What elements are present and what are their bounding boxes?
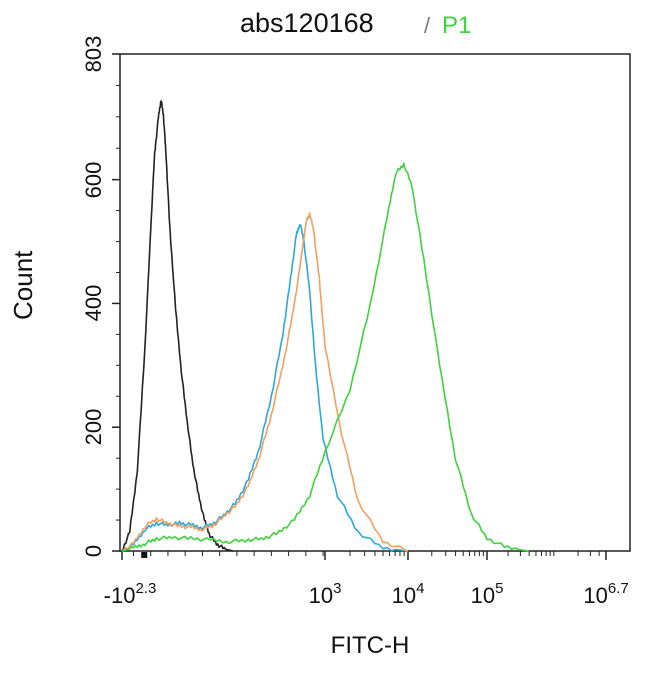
- histogram-series-line: [121, 100, 234, 552]
- histogram-series-line: [121, 224, 409, 552]
- plot-frame: [119, 53, 631, 552]
- x-tick-label: 103: [308, 580, 342, 608]
- histogram-series-line: [121, 212, 409, 552]
- title-gate-separator: /: [424, 13, 431, 38]
- y-tick-marks: [112, 53, 120, 552]
- y-tick-label: 400: [81, 285, 106, 322]
- chart-title: abs120168: [240, 8, 374, 38]
- y-tick-label: 600: [81, 161, 106, 198]
- title-gate-label: P1: [442, 12, 472, 39]
- x-axis-zero-marker: [141, 552, 148, 558]
- x-tick-label: 105: [470, 580, 504, 608]
- x-tick-label: 106.7: [583, 580, 629, 608]
- y-axis-label: Count: [8, 250, 38, 320]
- y-tick-label: 200: [81, 408, 106, 446]
- series-lines: [121, 100, 530, 552]
- x-axis-label: FITC-H: [330, 632, 410, 659]
- y-tick-label: 0: [81, 544, 106, 558]
- x-tick-marks: [121, 551, 607, 560]
- y-tick-label: 803: [81, 35, 106, 73]
- histogram-series-line: [121, 162, 530, 552]
- title-mask: [232, 4, 412, 42]
- x-tick-label: 104: [391, 580, 425, 608]
- x-tick-label: -102.3: [103, 580, 157, 608]
